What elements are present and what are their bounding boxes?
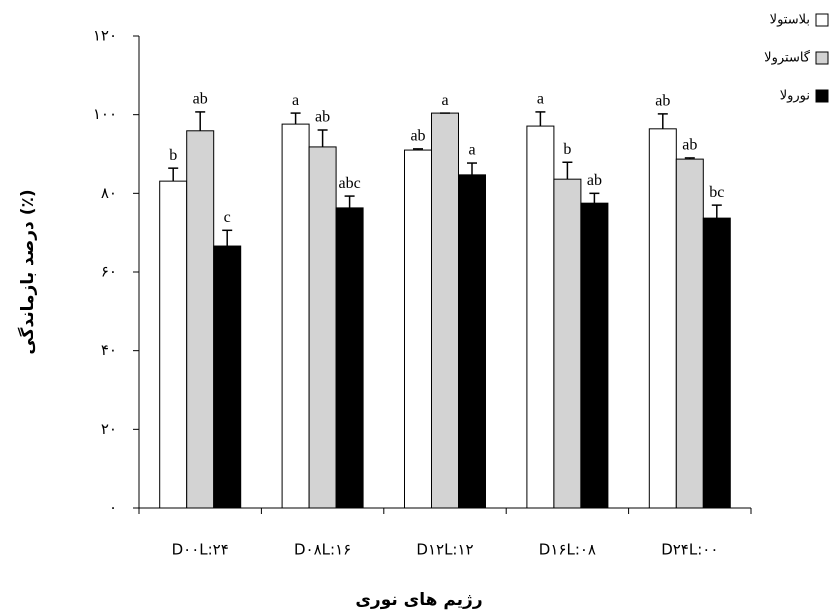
legend-label: بلاستولا: [770, 13, 810, 28]
significance-label: ab: [587, 172, 602, 189]
significance-label: ab: [682, 137, 697, 154]
bar: [553, 178, 582, 509]
bar: [186, 130, 215, 509]
legend-label: گاسترولا: [764, 50, 811, 66]
significance-label: bc: [709, 184, 724, 201]
bar: [404, 149, 432, 509]
y-tick-label: ۱۲۰: [93, 27, 117, 45]
significance-label: abc: [338, 175, 360, 192]
x-tick-label: D۱۲L:۱۲: [416, 541, 473, 559]
y-tick-label: ۱۰۰: [93, 105, 117, 123]
bar: [526, 125, 555, 509]
bar: [580, 202, 609, 509]
significance-label: a: [292, 92, 299, 109]
legend-swatch: [815, 13, 829, 27]
y-tick-label: ۸۰: [101, 184, 117, 202]
significance-label: ab: [655, 93, 670, 110]
y-tick-label: ۶۰: [101, 263, 117, 281]
x-tick-label: D۰۸L:۱۶: [294, 541, 351, 559]
significance-label: ab: [410, 128, 425, 145]
significance-label: c: [224, 209, 231, 226]
y-tick-label: ۴۰: [101, 341, 117, 359]
bar: [159, 180, 188, 509]
x-tick-label: D۱۶L:۰۸: [539, 541, 596, 559]
bar: [431, 112, 459, 509]
bar: [308, 146, 337, 509]
y-axis-title: درصد بازماندگی (٪): [17, 189, 38, 354]
significance-label: a: [468, 142, 475, 159]
y-tick-label: ۲۰: [101, 420, 117, 438]
significance-label: b: [169, 147, 177, 164]
bar: [281, 123, 310, 509]
legend-swatch: [815, 89, 829, 103]
x-tick-label: D۰۰L:۲۴: [172, 541, 229, 559]
bar: [335, 207, 364, 509]
legend-label: نورولا: [780, 89, 810, 104]
x-axis-title: رژیم های نوری: [355, 590, 482, 610]
bar: [648, 128, 677, 509]
significance-label: a: [441, 92, 448, 109]
y-tick-label: ۰: [109, 499, 117, 517]
legend-swatch: [815, 51, 829, 65]
significance-label: b: [563, 141, 571, 158]
bar: [213, 245, 242, 509]
bar: [458, 174, 486, 509]
significance-label: a: [537, 91, 544, 108]
bar: [675, 158, 704, 509]
significance-label: ab: [193, 91, 208, 108]
bar: [702, 217, 731, 509]
x-tick-label: D۲۴L:۰۰: [661, 541, 718, 559]
significance-label: ab: [315, 109, 330, 126]
